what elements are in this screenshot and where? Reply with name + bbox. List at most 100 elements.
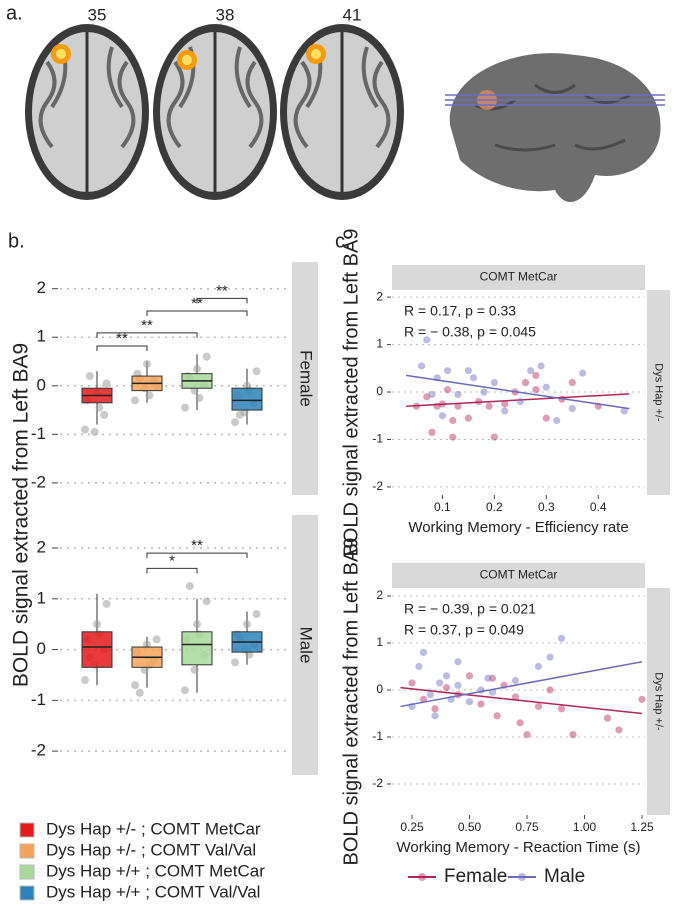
data-point (443, 367, 452, 375)
y-tick-label: -2 (372, 479, 383, 493)
data-point (532, 371, 540, 380)
data-point (202, 352, 211, 361)
data-point (102, 599, 111, 608)
annotation: R = 0.17, p = 0.33 (404, 303, 516, 319)
data-point (620, 407, 628, 415)
data-point (527, 367, 535, 375)
facet-label: Male (297, 627, 316, 664)
legend-label: Dys Hap +/+ ; COMT Val/Val (46, 882, 260, 901)
brain-slices (25, 24, 665, 202)
y-tick-label: -1 (372, 432, 383, 446)
data-point (145, 391, 154, 400)
data-point (542, 414, 550, 422)
facet-label: COMT MetCar (480, 568, 558, 582)
x-tick-label: 0.2 (486, 500, 503, 514)
data-point (442, 684, 451, 692)
data-point (603, 714, 612, 722)
y-tick-label: -1 (31, 690, 46, 709)
y-tick-label: 0 (37, 375, 46, 394)
data-point (193, 620, 201, 629)
data-point (488, 688, 497, 696)
data-point (419, 648, 428, 656)
data-point (454, 681, 462, 689)
y-tick-label: 2 (376, 289, 383, 303)
x-tick-label: 0.25 (400, 820, 424, 834)
data-point (465, 698, 474, 706)
data-point (102, 379, 111, 388)
panel-label: a. (6, 2, 23, 24)
data-point (521, 378, 530, 387)
data-point (423, 393, 431, 401)
legend-swatch (19, 864, 35, 880)
y-axis-title: BOLD signal extracted from Left BA9 (10, 343, 33, 687)
data-point (477, 700, 485, 708)
data-point (185, 582, 194, 591)
y-tick-label: 1 (376, 635, 383, 649)
data-point (231, 658, 239, 667)
data-point (81, 425, 89, 434)
y-tick-label: 1 (376, 337, 383, 351)
facet-label: Dys Hap +/- (653, 363, 665, 422)
data-point (428, 390, 436, 398)
facet-label: Dys Hap +/- (653, 672, 665, 731)
box (231, 387, 263, 411)
legend-marker (418, 873, 426, 881)
data-point (252, 610, 261, 619)
facet-strip (647, 290, 670, 495)
legend-label: Male (544, 866, 585, 887)
data-point (534, 702, 543, 711)
data-point (143, 359, 151, 368)
y-tick-label: 2 (37, 537, 46, 556)
panel-label: c. (335, 230, 351, 252)
significance-label: ** (116, 330, 128, 347)
legend-swatch (19, 822, 35, 838)
y-tick-label: 1 (37, 327, 46, 346)
significance-bracket (146, 310, 248, 317)
y-axis-title: BOLD signal extracted from Left BA9 (340, 229, 362, 557)
data-point (516, 397, 524, 406)
facet-strip (392, 563, 645, 588)
data-point (523, 731, 531, 739)
data-point (431, 705, 439, 713)
x-tick-label: 0.1 (434, 500, 451, 514)
data-point (449, 416, 457, 425)
x-axis-title: Working Memory - Efficiency rate (408, 519, 628, 536)
data-point (557, 705, 566, 713)
data-point (464, 367, 472, 375)
data-point (131, 681, 139, 690)
y-tick-label: -1 (31, 424, 46, 443)
data-point (454, 658, 462, 666)
data-point (488, 674, 497, 682)
data-point (415, 662, 423, 671)
significance-label: ** (216, 282, 228, 299)
data-point (85, 372, 94, 381)
data-point (152, 635, 161, 644)
annotation: R = − 0.38, p = 0.045 (404, 324, 536, 340)
data-point (464, 414, 472, 422)
y-tick-label: 0 (37, 639, 46, 658)
annotation: R = 0.37, p = 0.049 (404, 622, 524, 638)
y-tick-label: 1 (37, 588, 46, 607)
data-point (511, 676, 520, 685)
x-axis-title: Working Memory - Reaction Time (s) (397, 839, 641, 856)
data-point (408, 679, 416, 687)
data-point (469, 374, 478, 382)
y-tick-label: 0 (376, 682, 383, 696)
data-point (243, 620, 251, 629)
data-point (442, 672, 451, 680)
significance-label: ** (191, 295, 203, 312)
data-point (423, 336, 431, 344)
legend-label: Dys Hap +/- ; COMT Val/Val (46, 840, 256, 859)
data-point (546, 653, 554, 661)
y-tick-label: 0 (376, 384, 383, 398)
data-point (252, 367, 261, 376)
data-point (493, 712, 501, 720)
legend-label: Dys Hap +/- ; COMT MetCar (46, 819, 261, 838)
y-tick-label: -2 (372, 776, 383, 790)
facet-strip (392, 265, 645, 290)
facet-label: COMT MetCar (480, 270, 558, 284)
y-tick-label: -2 (31, 741, 46, 760)
data-point (568, 405, 576, 413)
x-tick-label: 0.75 (515, 820, 539, 834)
data-point (431, 712, 439, 720)
